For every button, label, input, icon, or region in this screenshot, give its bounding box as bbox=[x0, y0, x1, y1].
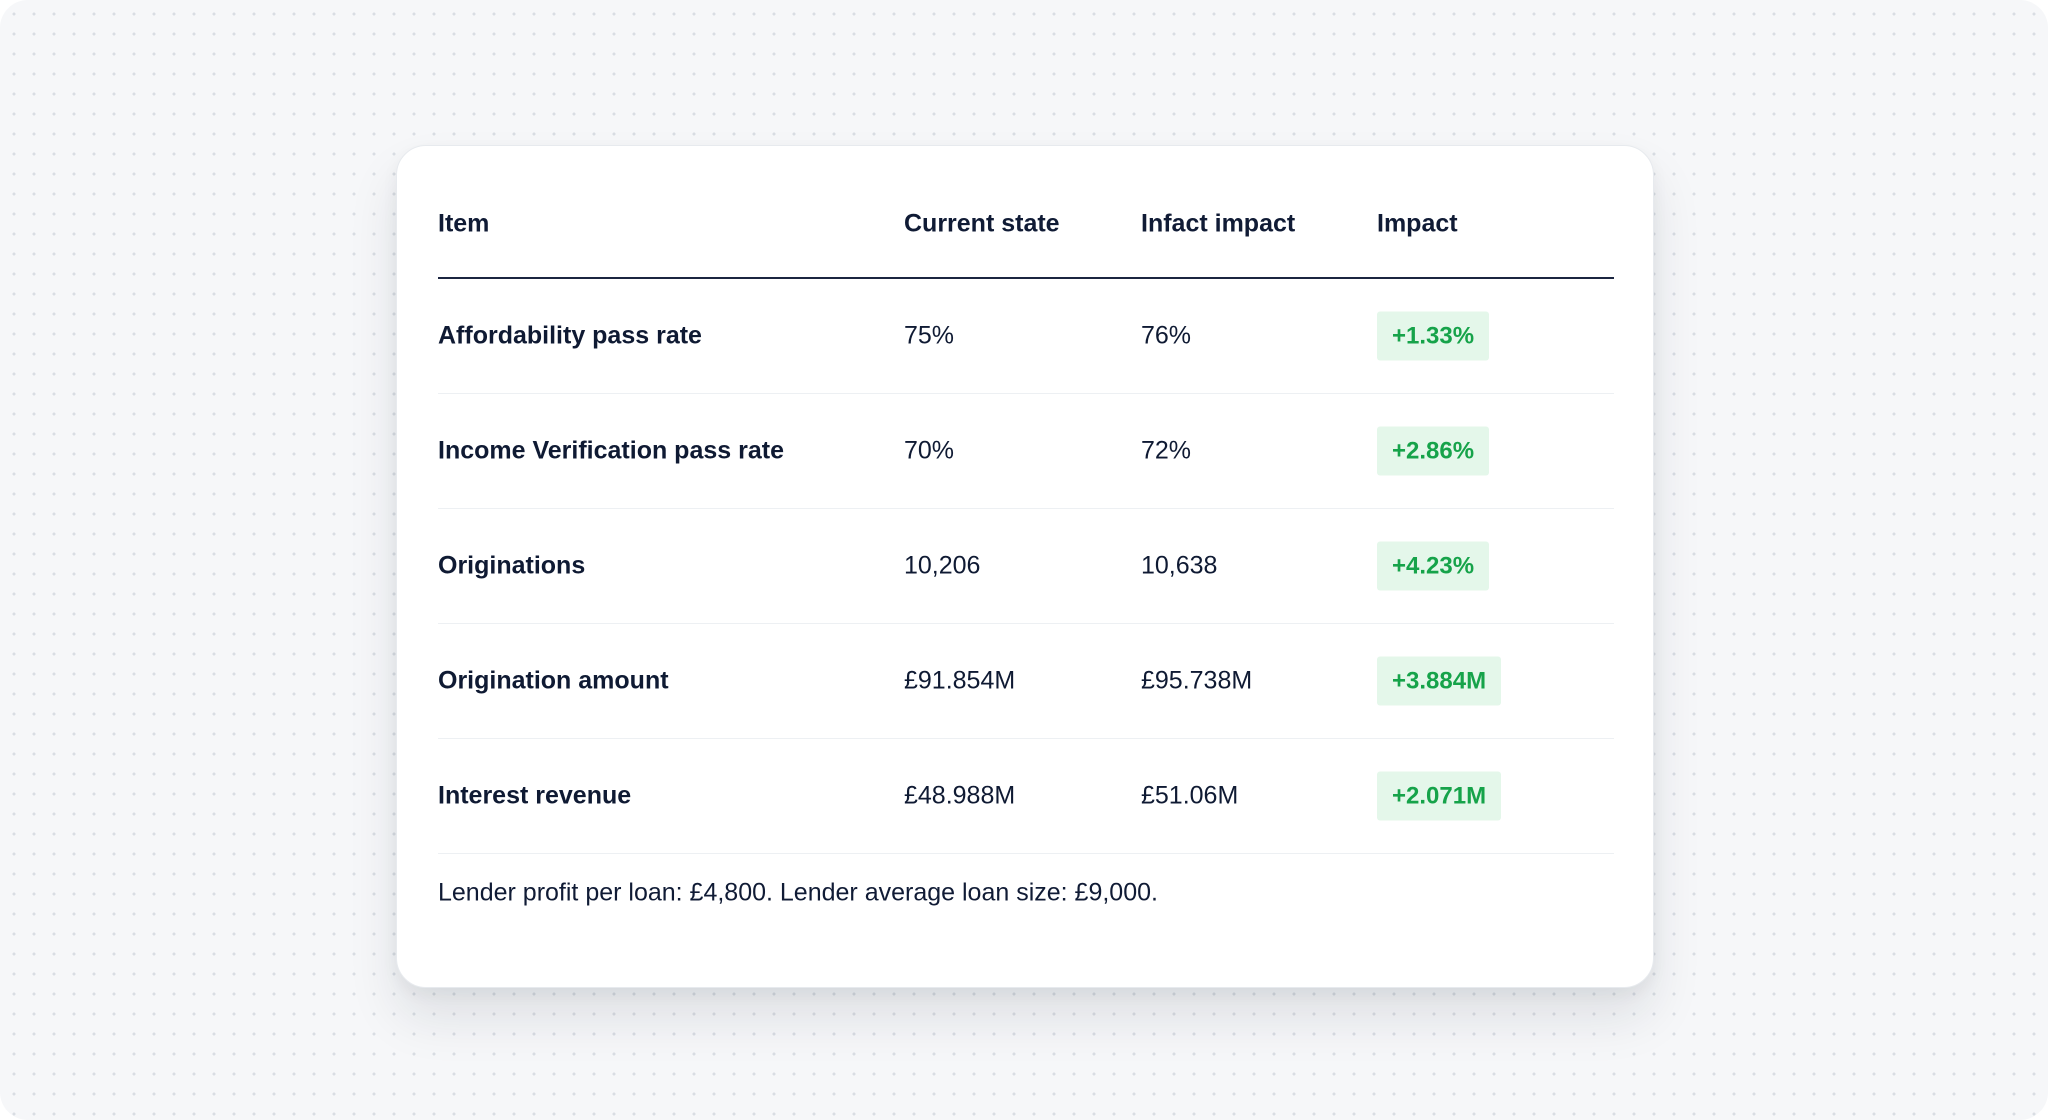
column-header-infact-impact: Infact impact bbox=[1141, 209, 1296, 238]
infact-impact-value: £51.06M bbox=[1141, 781, 1239, 810]
impact-badge: +3.884M bbox=[1377, 656, 1502, 706]
impact-badge: +2.86% bbox=[1377, 426, 1490, 476]
table-row: Interest revenue £48.988M £51.06M +2.071… bbox=[438, 739, 1614, 854]
infact-impact-value: 76% bbox=[1141, 321, 1192, 350]
table-row: Origination amount £91.854M £95.738M +3.… bbox=[438, 624, 1614, 739]
table-row: Originations 10,206 10,638 +4.23% bbox=[438, 509, 1614, 624]
impact-badge: +1.33% bbox=[1377, 311, 1490, 361]
item-name: Originations bbox=[438, 551, 586, 580]
column-header-impact: Impact bbox=[1377, 209, 1458, 238]
item-name: Interest revenue bbox=[438, 781, 632, 810]
impact-cell: +4.23% bbox=[1377, 541, 1490, 591]
infact-impact-value: 10,638 bbox=[1141, 551, 1218, 580]
item-name: Affordability pass rate bbox=[438, 321, 702, 350]
impact-table-card: Item Current state Infact impact Impact … bbox=[396, 145, 1654, 988]
table-row: Affordability pass rate 75% 76% +1.33% bbox=[438, 279, 1614, 394]
current-state-value: £48.988M bbox=[904, 781, 1016, 810]
impact-cell: +2.86% bbox=[1377, 426, 1490, 476]
current-state-value: 75% bbox=[904, 321, 955, 350]
impact-cell: +3.884M bbox=[1377, 656, 1502, 706]
item-name: Income Verification pass rate bbox=[438, 436, 784, 465]
infact-impact-value: 72% bbox=[1141, 436, 1192, 465]
impact-badge: +2.071M bbox=[1377, 771, 1502, 821]
table-row: Income Verification pass rate 70% 72% +2… bbox=[438, 394, 1614, 509]
table-header-row: Item Current state Infact impact Impact bbox=[438, 146, 1614, 279]
impact-cell: +2.071M bbox=[1377, 771, 1502, 821]
impact-cell: +1.33% bbox=[1377, 311, 1490, 361]
infact-impact-value: £95.738M bbox=[1141, 666, 1253, 695]
footnote: Lender profit per loan: £4,800. Lender a… bbox=[438, 878, 1158, 907]
column-header-item: Item bbox=[438, 209, 490, 238]
current-state-value: 10,206 bbox=[904, 551, 981, 580]
current-state-value: £91.854M bbox=[904, 666, 1016, 695]
impact-badge: +4.23% bbox=[1377, 541, 1490, 591]
impact-table: Item Current state Infact impact Impact … bbox=[438, 146, 1614, 854]
item-name: Origination amount bbox=[438, 666, 669, 695]
current-state-value: 70% bbox=[904, 436, 955, 465]
column-header-current-state: Current state bbox=[904, 209, 1060, 238]
